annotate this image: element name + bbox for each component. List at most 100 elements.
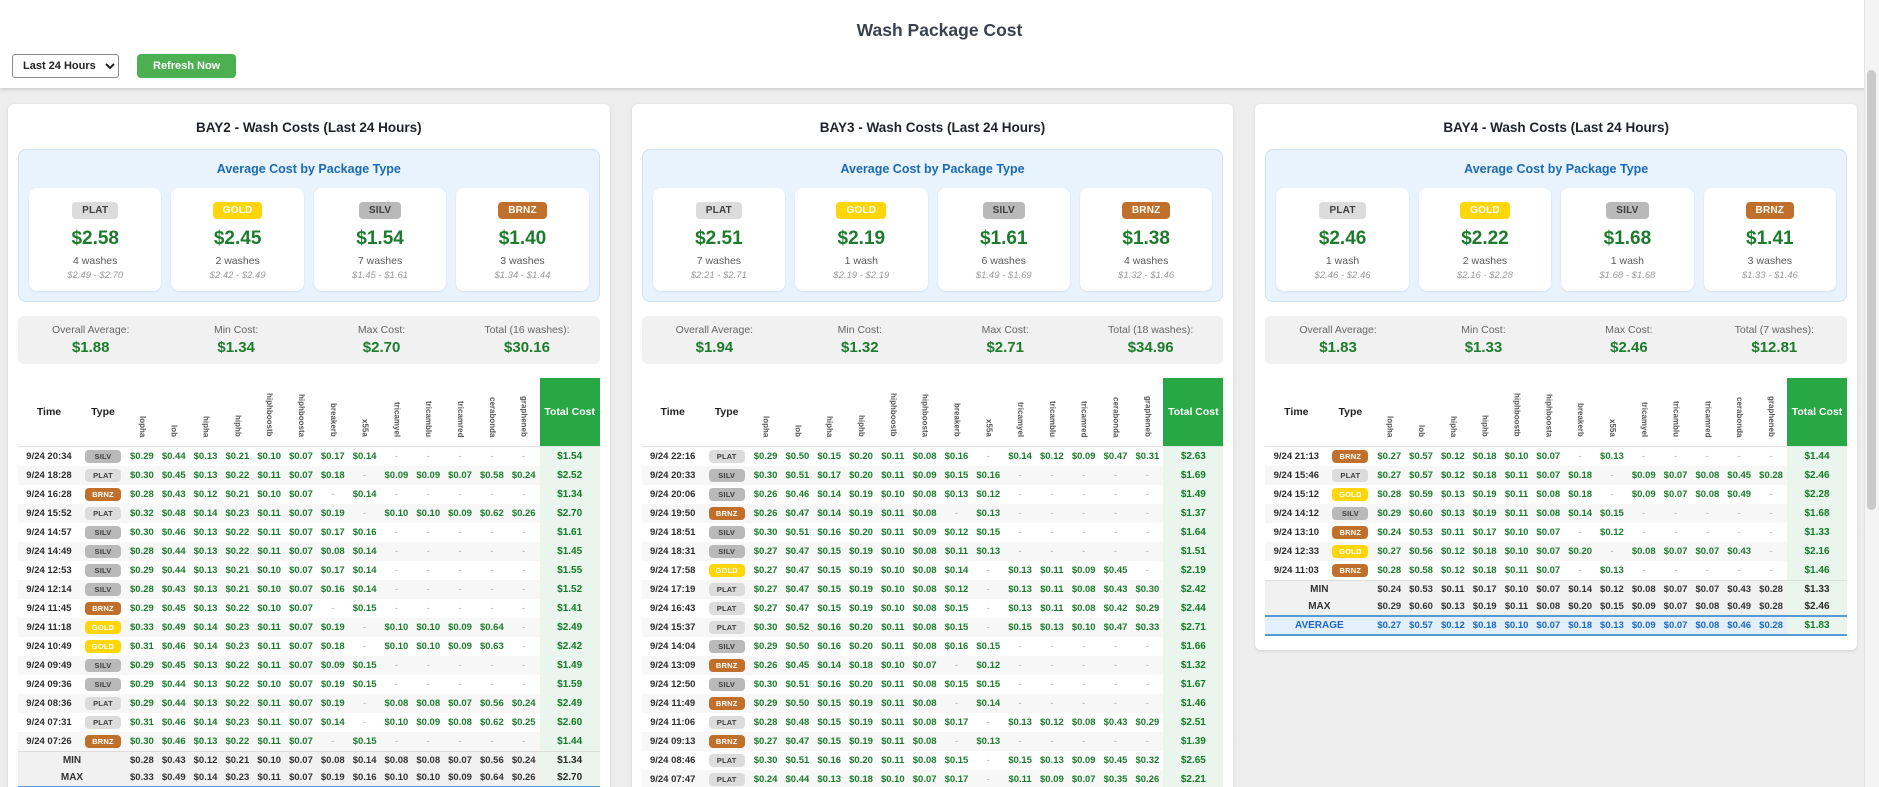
chemical-cost-cell: - [1036, 656, 1068, 675]
chemical-cost-cell: $0.26 [508, 504, 540, 523]
wash-cost-table: TimeTypelophalobhiphahiphbhiphboostbhiph… [642, 378, 1224, 787]
package-wash-count: 7 washes [657, 255, 781, 267]
total-cost-cell: $1.49 [540, 656, 600, 675]
chemical-cost-cell: - [508, 580, 540, 599]
package-badge-plat: PLAT [85, 507, 121, 520]
chemical-cost-cell: $0.32 [1131, 751, 1163, 770]
chemical-cost-cell: $0.08 [1691, 466, 1723, 485]
refresh-button[interactable]: Refresh Now [137, 54, 236, 78]
chemical-cost-cell: $0.60 [1405, 598, 1437, 616]
wash-type: SILV [80, 447, 126, 467]
chemical-cost-cell: $0.07 [285, 542, 317, 561]
chemical-cost-cell: - [1755, 504, 1787, 523]
chemical-cost-cell: $0.08 [317, 542, 349, 561]
total-cost-cell: $1.55 [540, 561, 600, 580]
package-cards: PLAT$2.461 wash$2.46 - $2.46GOLD$2.222 w… [1276, 188, 1836, 291]
chemical-cost-cell: - [1691, 504, 1723, 523]
stat-value: $34.96 [1078, 339, 1223, 356]
chemical-cost-cell: $0.22 [221, 675, 253, 694]
wash-time: 9/24 11:49 [642, 694, 704, 713]
package-cost-range: $2.42 - $2.49 [175, 270, 299, 281]
package-badge-gold: GOLD [213, 202, 263, 219]
stat: Min Cost:$1.32 [787, 324, 932, 356]
chemical-cost-cell: $0.23 [221, 504, 253, 523]
col-header-chemical: cerabonda [1723, 378, 1755, 447]
chemical-cost-cell: - [1036, 466, 1068, 485]
wash-time: 9/24 18:28 [18, 466, 80, 485]
chemical-name: x55a [361, 419, 369, 437]
chemical-cost-cell: $0.21 [221, 447, 253, 467]
col-header-chemical: hiphboosta [285, 378, 317, 447]
chemical-cost-cell: $0.13 [190, 732, 222, 752]
package-cards: PLAT$2.517 washes$2.21 - $2.71GOLD$2.191… [653, 188, 1213, 291]
chemical-cost-cell: - [1004, 694, 1036, 713]
chemical-cost-cell: $0.11 [877, 713, 909, 732]
chemical-cost-cell: - [1755, 542, 1787, 561]
wash-type: BRNZ [1327, 447, 1373, 467]
chemical-cost-cell: $0.11 [253, 769, 285, 787]
chemical-cost-cell: - [412, 580, 444, 599]
chemical-cost-cell: - [1755, 523, 1787, 542]
chemical-cost-cell: $0.23 [221, 637, 253, 656]
chemical-cost-cell: $0.28 [1373, 561, 1405, 581]
chemical-cost-cell: $0.47 [781, 561, 813, 580]
wash-type: SILV [80, 561, 126, 580]
package-badge-brnz: BRNZ [1332, 526, 1368, 539]
chemical-cost-cell: $0.19 [845, 485, 877, 504]
chemical-cost-cell: $0.14 [190, 637, 222, 656]
chemical-cost-cell: $0.27 [750, 542, 782, 561]
chemical-cost-cell: - [1100, 694, 1132, 713]
avg-summary-row: AVERAGE$0.27$0.57$0.12$0.18$0.10$0.07$0.… [1265, 616, 1847, 635]
chemical-cost-cell: $0.09 [1628, 466, 1660, 485]
chemical-cost-cell: - [508, 523, 540, 542]
avg-section-title: Average Cost by Package Type [1276, 162, 1836, 176]
wash-type: PLAT [80, 466, 126, 485]
time-range-select[interactable]: Last 24 Hours [12, 54, 119, 78]
stat: Max Cost:$2.71 [933, 324, 1078, 356]
chemical-cost-cell: $0.10 [253, 675, 285, 694]
chemical-cost-cell: $0.10 [1501, 581, 1533, 599]
stat: Overall Average:$1.83 [1265, 324, 1410, 356]
chemical-cost-cell: $0.11 [1501, 485, 1533, 504]
chemical-cost-cell: - [1131, 485, 1163, 504]
col-header-chemical: hiphboosta [1532, 378, 1564, 447]
scrollbar-thumb[interactable] [1867, 70, 1876, 510]
wash-row: 9/24 18:28PLAT$0.30$0.45$0.13$0.22$0.11$… [18, 466, 600, 485]
chemical-cost-cell: - [1131, 466, 1163, 485]
col-header-chemical: hipha [1437, 378, 1469, 447]
total-cost-cell: $2.19 [1163, 561, 1223, 580]
chemical-cost-cell: $0.12 [1596, 523, 1628, 542]
chemical-cost-cell: - [1036, 675, 1068, 694]
chemical-cost-cell: $0.22 [221, 656, 253, 675]
chemical-cost-cell: $0.11 [253, 523, 285, 542]
chemical-cost-cell: $0.18 [845, 656, 877, 675]
chemical-cost-cell: $0.24 [508, 752, 540, 770]
wash-type: SILV [1327, 504, 1373, 523]
chemical-name: tricamred [1703, 401, 1711, 437]
wash-time: 9/24 14:12 [1265, 504, 1327, 523]
total-cost-cell: $2.70 [540, 504, 600, 523]
page-scrollbar[interactable] [1864, 0, 1879, 787]
wash-type: PLAT [80, 504, 126, 523]
chemical-cost-cell: - [444, 599, 476, 618]
chemical-cost-cell: $0.31 [1131, 447, 1163, 467]
chemical-cost-cell: $0.08 [1628, 581, 1660, 599]
col-header-chemical: tricamred [444, 378, 476, 447]
chemical-cost-cell: $0.19 [1469, 485, 1501, 504]
chemical-cost-cell: - [1004, 504, 1036, 523]
total-cost-cell: $1.52 [540, 580, 600, 599]
total-cost-cell: $2.46 [1787, 598, 1847, 616]
chemical-cost-cell: $0.14 [349, 542, 381, 561]
chemical-cost-cell: - [317, 485, 349, 504]
chemical-cost-cell: $0.16 [941, 447, 973, 467]
chemical-cost-cell: $0.19 [317, 675, 349, 694]
chemical-cost-cell: $0.08 [909, 580, 941, 599]
chemical-cost-cell: $0.62 [476, 504, 508, 523]
chemical-cost-cell: $0.33 [126, 618, 158, 637]
package-badge-brnz: BRNZ [85, 488, 121, 501]
chemical-cost-cell: $0.19 [845, 580, 877, 599]
chemical-cost-cell: $0.27 [750, 599, 782, 618]
chemical-cost-cell: $0.26 [1131, 770, 1163, 787]
total-cost-cell: $2.52 [540, 466, 600, 485]
chemical-cost-cell: $0.30 [750, 618, 782, 637]
